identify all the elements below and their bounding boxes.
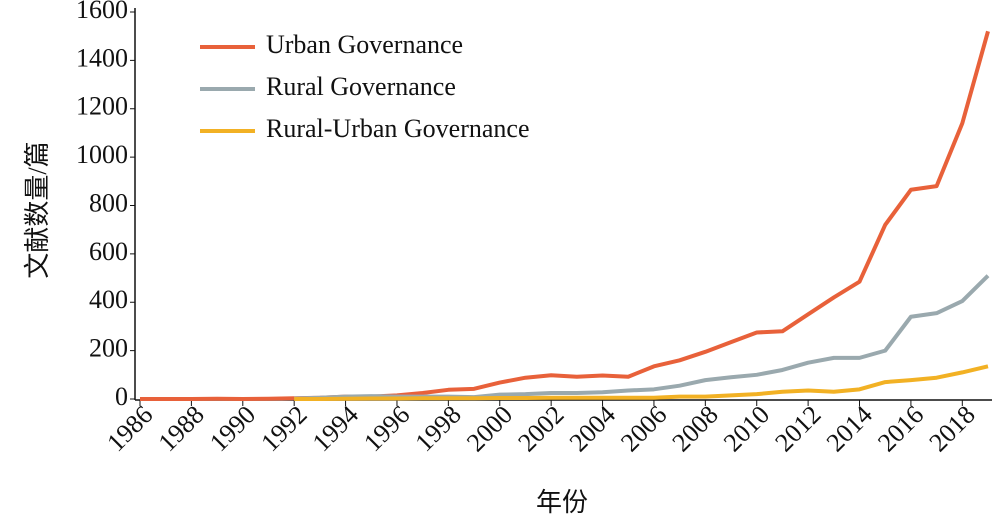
x-tick-label: 2002 [512, 400, 569, 457]
x-tick-label: 1996 [358, 400, 415, 457]
legend-label: Urban Governance [266, 30, 463, 59]
y-tick-label: 200 [89, 334, 128, 363]
x-tick-label: 2016 [872, 400, 929, 457]
legend-label: Rural-Urban Governance [266, 114, 530, 143]
y-tick-label: 800 [89, 188, 128, 217]
x-tick-label: 1990 [204, 400, 261, 457]
line-series [140, 30, 990, 401]
x-tick-label: 1998 [410, 400, 467, 457]
y-tick-label: 1600 [76, 0, 128, 24]
y-tick-label: 400 [89, 285, 128, 314]
x-tick-label: 2000 [461, 400, 518, 457]
y-tick-label: 1200 [76, 92, 128, 121]
x-tick-label: 2018 [923, 400, 980, 457]
x-tick-label: 2004 [564, 400, 621, 457]
y-tick-label: 1000 [76, 140, 128, 169]
x-tick-label: 1986 [101, 400, 158, 457]
y-tick-label: 0 [115, 382, 128, 411]
x-tick-label: 2010 [718, 400, 775, 457]
y-tick-label: 600 [89, 237, 128, 266]
x-tick-label: 2012 [769, 400, 826, 457]
x-tick-label: 2006 [615, 400, 672, 457]
y-axis-label: 文献数量/篇 [23, 141, 52, 278]
x-tick-label: 2014 [821, 400, 878, 457]
legend-label: Rural Governance [266, 72, 456, 101]
line-series [294, 274, 990, 401]
y-tick-label: 1400 [76, 43, 128, 72]
x-tick-label: 1994 [307, 400, 364, 457]
x-tick-label: 2008 [667, 400, 724, 457]
x-tick-label: 1992 [255, 400, 312, 457]
line-series [294, 364, 989, 401]
x-tick-label: 1988 [153, 400, 210, 457]
x-axis-label: 年份 [536, 488, 588, 517]
